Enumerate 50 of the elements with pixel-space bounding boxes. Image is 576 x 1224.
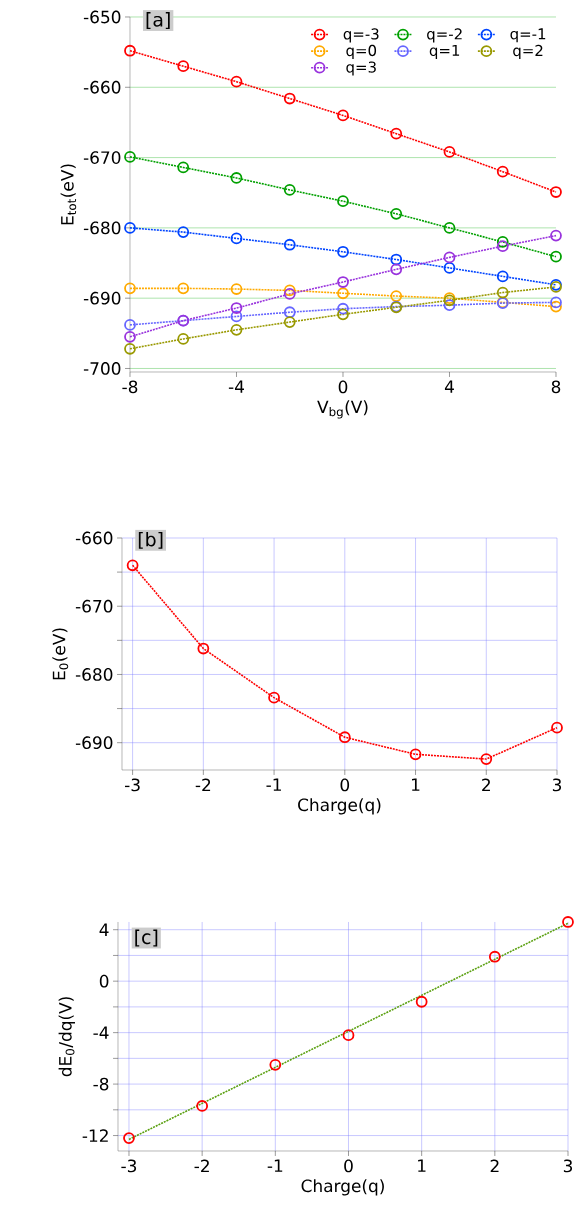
y-axis-title: dE$_{0}$/dq(V) bbox=[58, 997, 75, 1077]
legend-label: q=3 bbox=[346, 61, 376, 76]
x-tick-label: -2 bbox=[195, 778, 211, 792]
y-tick-label: -680 bbox=[75, 668, 113, 681]
legend-label: q=-1 bbox=[510, 28, 546, 43]
x-tick-label: 4 bbox=[444, 380, 454, 393]
x-tick-label: 3 bbox=[552, 778, 562, 792]
legend-label: q=0 bbox=[346, 44, 377, 60]
x-tick-label: -2 bbox=[194, 1159, 209, 1173]
x-tick-label: 2 bbox=[482, 778, 490, 792]
y-tick-label: 4 bbox=[99, 923, 109, 936]
x-tick-label: -3 bbox=[124, 778, 140, 792]
x-axis-title: Charge(q) bbox=[301, 1179, 384, 1196]
x-tick-label: 0 bbox=[338, 380, 348, 394]
x-tick-label: 0 bbox=[344, 1159, 353, 1173]
y-tick-label: -12 bbox=[82, 1129, 108, 1142]
legend-label: q=1 bbox=[429, 44, 460, 59]
y-tick-label: -4 bbox=[93, 1026, 109, 1039]
x-axis-title: Charge(q) bbox=[298, 798, 381, 815]
annotation: [c] bbox=[135, 929, 158, 947]
x-tick-label: -4 bbox=[228, 380, 244, 393]
legend-label: q=-3 bbox=[343, 28, 379, 43]
annotation: [b] bbox=[138, 531, 163, 549]
annotation: [a] bbox=[146, 12, 170, 29]
x-tick-label: 3 bbox=[563, 1159, 573, 1173]
legend-label: q=-2 bbox=[427, 28, 462, 43]
x-tick-label: 8 bbox=[551, 380, 561, 394]
y-tick-label: -670 bbox=[75, 599, 113, 613]
x-tick-label: -1 bbox=[266, 778, 281, 791]
y-tick-label: -660 bbox=[75, 531, 113, 545]
y-tick-label: -8 bbox=[93, 1077, 109, 1091]
legend-label: q=2 bbox=[513, 44, 543, 60]
y-tick-label: -660 bbox=[83, 80, 121, 94]
y-tick-label: -690 bbox=[75, 736, 113, 750]
x-tick-label: 1 bbox=[412, 778, 420, 791]
x-tick-label: 2 bbox=[490, 1159, 499, 1173]
x-tick-label: -3 bbox=[121, 1159, 137, 1173]
x-tick-label: 1 bbox=[418, 1159, 426, 1172]
y-tick-label: -680 bbox=[83, 221, 121, 235]
x-tick-label: -1 bbox=[267, 1159, 283, 1172]
y-tick-label: 0 bbox=[99, 974, 109, 988]
x-tick-label: -8 bbox=[122, 380, 138, 394]
y-axis-title: E$_{0}$(eV) bbox=[52, 628, 69, 680]
y-tick-label: -650 bbox=[83, 10, 121, 24]
y-tick-label: -700 bbox=[83, 362, 121, 375]
x-axis-title: V$_{bg}$(V) bbox=[317, 400, 368, 419]
y-tick-label: -690 bbox=[83, 291, 121, 305]
y-axis-title: E$_{tot}$(eV) bbox=[60, 164, 77, 225]
x-tick-label: 0 bbox=[340, 778, 350, 792]
y-tick-label: -670 bbox=[83, 151, 121, 164]
